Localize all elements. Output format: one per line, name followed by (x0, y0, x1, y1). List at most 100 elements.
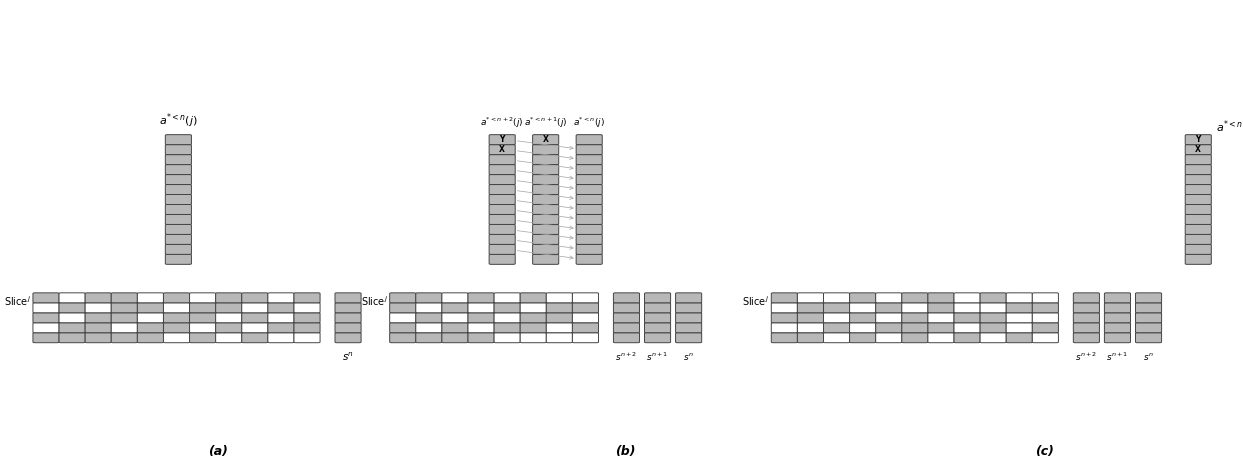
FancyBboxPatch shape (1104, 332, 1131, 343)
Text: Y: Y (500, 135, 505, 144)
FancyBboxPatch shape (441, 313, 467, 323)
FancyBboxPatch shape (267, 303, 293, 313)
FancyBboxPatch shape (546, 332, 572, 343)
FancyBboxPatch shape (488, 224, 516, 234)
FancyBboxPatch shape (495, 313, 520, 323)
FancyBboxPatch shape (415, 303, 443, 313)
FancyBboxPatch shape (163, 332, 189, 343)
FancyBboxPatch shape (32, 293, 60, 303)
FancyBboxPatch shape (1136, 303, 1162, 313)
FancyBboxPatch shape (111, 332, 137, 343)
FancyBboxPatch shape (189, 293, 216, 303)
FancyBboxPatch shape (165, 244, 191, 255)
FancyBboxPatch shape (850, 303, 876, 313)
FancyBboxPatch shape (576, 174, 602, 184)
FancyBboxPatch shape (488, 154, 516, 164)
FancyBboxPatch shape (1185, 164, 1211, 174)
FancyBboxPatch shape (1185, 134, 1211, 144)
Text: $a^{*<n}(j)$: $a^{*<n}(j)$ (159, 112, 198, 130)
FancyBboxPatch shape (85, 323, 111, 332)
FancyBboxPatch shape (467, 332, 495, 343)
Text: $s^{n+1}$: $s^{n+1}$ (646, 351, 669, 363)
FancyBboxPatch shape (189, 303, 216, 313)
FancyBboxPatch shape (1006, 332, 1032, 343)
FancyBboxPatch shape (576, 144, 602, 155)
FancyBboxPatch shape (1073, 293, 1100, 303)
FancyBboxPatch shape (520, 303, 546, 313)
FancyBboxPatch shape (771, 303, 798, 313)
FancyBboxPatch shape (267, 293, 293, 303)
FancyBboxPatch shape (981, 332, 1007, 343)
FancyBboxPatch shape (216, 293, 241, 303)
FancyBboxPatch shape (111, 293, 137, 303)
FancyBboxPatch shape (495, 303, 520, 313)
FancyBboxPatch shape (216, 313, 241, 323)
FancyBboxPatch shape (165, 164, 191, 174)
FancyBboxPatch shape (1073, 323, 1100, 332)
FancyBboxPatch shape (902, 293, 927, 303)
FancyBboxPatch shape (1006, 293, 1032, 303)
FancyBboxPatch shape (216, 323, 241, 332)
FancyBboxPatch shape (902, 332, 927, 343)
FancyBboxPatch shape (546, 293, 572, 303)
FancyBboxPatch shape (1185, 255, 1211, 264)
FancyBboxPatch shape (823, 313, 850, 323)
FancyBboxPatch shape (613, 332, 639, 343)
Text: X: X (1196, 145, 1201, 154)
Text: $a^{*<n}(j)$: $a^{*<n}(j)$ (573, 116, 605, 130)
FancyBboxPatch shape (137, 313, 163, 323)
FancyBboxPatch shape (1006, 303, 1032, 313)
FancyBboxPatch shape (532, 164, 559, 174)
FancyBboxPatch shape (488, 184, 516, 195)
FancyBboxPatch shape (927, 332, 955, 343)
FancyBboxPatch shape (241, 332, 267, 343)
FancyBboxPatch shape (137, 323, 163, 332)
FancyBboxPatch shape (1185, 235, 1211, 245)
FancyBboxPatch shape (955, 323, 981, 332)
FancyBboxPatch shape (488, 244, 516, 255)
FancyBboxPatch shape (771, 323, 798, 332)
FancyBboxPatch shape (85, 332, 111, 343)
FancyBboxPatch shape (415, 293, 443, 303)
FancyBboxPatch shape (85, 293, 111, 303)
FancyBboxPatch shape (576, 255, 602, 264)
FancyBboxPatch shape (875, 313, 902, 323)
FancyBboxPatch shape (1073, 332, 1100, 343)
FancyBboxPatch shape (981, 313, 1007, 323)
FancyBboxPatch shape (1104, 313, 1131, 323)
FancyBboxPatch shape (32, 323, 60, 332)
FancyBboxPatch shape (576, 215, 602, 224)
Text: Slice$^j$: Slice$^j$ (742, 294, 769, 308)
FancyBboxPatch shape (520, 332, 546, 343)
Text: (b): (b) (615, 446, 635, 458)
FancyBboxPatch shape (532, 235, 559, 245)
FancyBboxPatch shape (875, 323, 902, 332)
FancyBboxPatch shape (613, 313, 639, 323)
FancyBboxPatch shape (823, 303, 850, 313)
FancyBboxPatch shape (576, 184, 602, 195)
FancyBboxPatch shape (576, 134, 602, 144)
FancyBboxPatch shape (1032, 323, 1059, 332)
FancyBboxPatch shape (798, 323, 823, 332)
FancyBboxPatch shape (165, 134, 191, 144)
FancyBboxPatch shape (111, 303, 137, 313)
FancyBboxPatch shape (60, 323, 85, 332)
FancyBboxPatch shape (241, 323, 267, 332)
FancyBboxPatch shape (60, 332, 85, 343)
FancyBboxPatch shape (336, 293, 362, 303)
FancyBboxPatch shape (60, 313, 85, 323)
FancyBboxPatch shape (1136, 323, 1162, 332)
FancyBboxPatch shape (165, 174, 191, 184)
FancyBboxPatch shape (165, 154, 191, 164)
FancyBboxPatch shape (875, 303, 902, 313)
FancyBboxPatch shape (572, 323, 599, 332)
FancyBboxPatch shape (441, 303, 467, 313)
FancyBboxPatch shape (572, 332, 599, 343)
FancyBboxPatch shape (495, 293, 520, 303)
Text: Slice$^j$: Slice$^j$ (4, 294, 31, 308)
Text: $s^{n}$: $s^{n}$ (342, 351, 354, 363)
FancyBboxPatch shape (850, 332, 876, 343)
FancyBboxPatch shape (771, 293, 798, 303)
FancyBboxPatch shape (390, 323, 415, 332)
FancyBboxPatch shape (1185, 184, 1211, 195)
